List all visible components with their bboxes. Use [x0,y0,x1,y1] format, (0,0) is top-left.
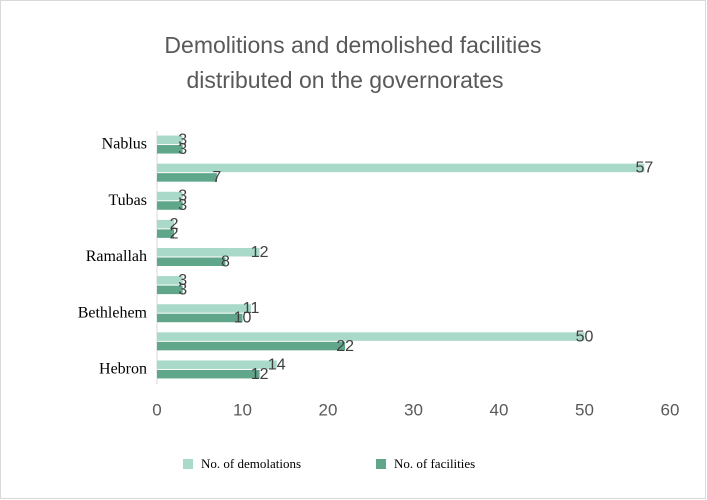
legend-label: No. of demolations [201,456,301,471]
data-label: 2 [170,216,179,233]
data-label: 3 [178,197,187,214]
data-label: 14 [268,356,286,373]
data-label: 12 [251,244,269,261]
data-label: 10 [234,310,252,327]
x-tick-label: 20 [319,400,338,419]
bar [157,201,183,210]
data-label: 3 [178,132,187,149]
bar [157,191,183,201]
data-label: 7 [212,169,221,186]
y-tick-label: Ramallah [86,248,147,265]
bar [157,229,175,238]
bar [157,360,277,369]
x-tick-label: 40 [490,400,509,419]
data-label: 22 [336,338,354,355]
x-tick-label: 50 [575,400,594,419]
bar [157,285,183,295]
bar [157,219,175,229]
y-tick-label: Hebron [99,361,147,378]
data-label: 3 [178,282,187,299]
x-tick-label: 30 [404,400,423,419]
bar [157,145,183,154]
data-label: 8 [221,253,230,270]
chart-title: distributed on the governorates [186,67,503,93]
y-tick-label: Nablus [102,136,147,153]
y-tick-label: Tubas [108,192,147,209]
bar [157,257,226,266]
bar [157,341,346,351]
data-label: 3 [178,141,187,158]
x-tick-label: 60 [661,400,680,419]
legend-swatch [376,459,386,469]
data-label: 57 [635,160,653,177]
data-label: 3 [178,272,187,289]
bar [157,313,243,323]
bar [157,248,260,257]
legend-swatch [183,459,193,469]
data-label: 11 [243,300,260,317]
data-label: 2 [170,225,179,242]
bar [157,276,183,285]
x-tick-label: 0 [152,400,161,419]
bar [157,163,645,173]
legend-label: No. of facilities [394,456,475,471]
chart-title: Demolitions and demolished facilities [164,32,541,58]
bar [157,332,585,341]
data-label: 3 [178,188,187,205]
y-tick-label: Bethlehem [78,304,148,321]
bar [157,173,217,182]
bar [157,369,260,379]
data-label: 12 [251,366,269,383]
bar [157,304,252,313]
x-tick-label: 10 [233,400,252,419]
data-label: 50 [576,328,594,345]
bar [157,135,183,145]
